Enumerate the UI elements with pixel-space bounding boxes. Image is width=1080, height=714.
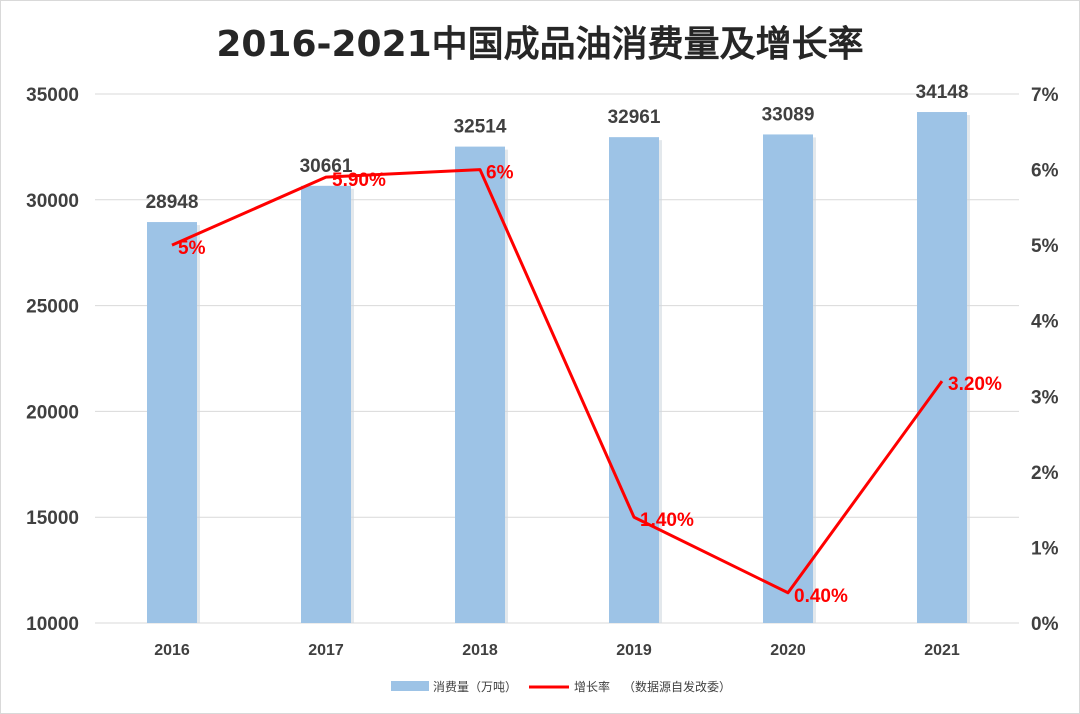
legend-bar-label: 消费量（万吨） <box>433 680 517 694</box>
bar-value-label: 32961 <box>608 107 661 128</box>
y-right-tick-label: 3% <box>1031 387 1059 408</box>
line-value-label: 0.40% <box>794 586 848 607</box>
x-tick-label: 2017 <box>308 642 344 659</box>
bar-value-label: 28948 <box>146 192 199 213</box>
line-value-label: 3.20% <box>948 374 1002 395</box>
line-value-label: 1.40% <box>640 510 694 531</box>
bar <box>609 137 659 623</box>
bar-value-label: 32514 <box>454 117 507 138</box>
x-tick-label: 2019 <box>616 642 652 659</box>
bar <box>455 146 505 623</box>
x-tick-label: 2021 <box>924 642 960 659</box>
y-right-tick-label: 4% <box>1031 312 1059 333</box>
line-value-label: 6% <box>486 163 514 184</box>
y-right-tick-label: 5% <box>1031 236 1059 257</box>
y-left-tick-label: 30000 <box>26 191 79 212</box>
y-right-tick-label: 7% <box>1031 85 1059 106</box>
y-left-tick-label: 20000 <box>26 402 79 423</box>
y-right-tick-label: 2% <box>1031 463 1059 484</box>
bar <box>917 112 967 623</box>
y-right-tick-label: 6% <box>1031 161 1059 182</box>
y-right-tick-label: 0% <box>1031 614 1059 635</box>
y-left-tick-label: 25000 <box>26 297 79 318</box>
x-tick-label: 2016 <box>154 642 190 659</box>
bar-value-label: 33089 <box>762 104 815 125</box>
bar <box>763 134 813 623</box>
legend-bar-swatch <box>391 681 429 691</box>
y-right-tick-label: 1% <box>1031 538 1059 559</box>
chart-title: 2016-2021中国成品油消费量及增长率 <box>216 24 864 65</box>
x-tick-label: 2020 <box>770 642 806 659</box>
y-left-tick-label: 10000 <box>26 614 79 635</box>
x-tick-label: 2018 <box>462 642 498 659</box>
y-left-tick-label: 15000 <box>26 508 79 529</box>
line-value-label: 5.90% <box>332 170 386 191</box>
bar-value-label: 34148 <box>916 82 969 103</box>
y-left-tick-label: 35000 <box>26 85 79 106</box>
bar-value-label: 30661 <box>300 156 353 177</box>
bar <box>301 185 351 623</box>
growth-rate-line <box>171 168 944 595</box>
line-value-label: 5% <box>178 238 206 259</box>
bar <box>147 222 197 624</box>
legend-line-label: 增长率 <box>574 679 610 694</box>
legend-source-note: （数据源自发改委） <box>623 679 731 694</box>
